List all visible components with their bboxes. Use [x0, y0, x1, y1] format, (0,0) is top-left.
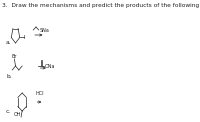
Text: Br: Br	[12, 54, 17, 59]
Text: c.: c.	[6, 109, 11, 114]
Text: a.: a.	[6, 40, 12, 45]
Text: I: I	[24, 35, 25, 40]
Text: 3.  Draw the mechanisms and predict the products of the following SN2 reactions.: 3. Draw the mechanisms and predict the p…	[2, 3, 200, 8]
Text: OH: OH	[13, 112, 21, 117]
Text: ONa: ONa	[45, 63, 55, 68]
Text: SNa: SNa	[39, 27, 49, 32]
Text: HCl: HCl	[35, 91, 44, 96]
Text: b.: b.	[6, 74, 12, 79]
